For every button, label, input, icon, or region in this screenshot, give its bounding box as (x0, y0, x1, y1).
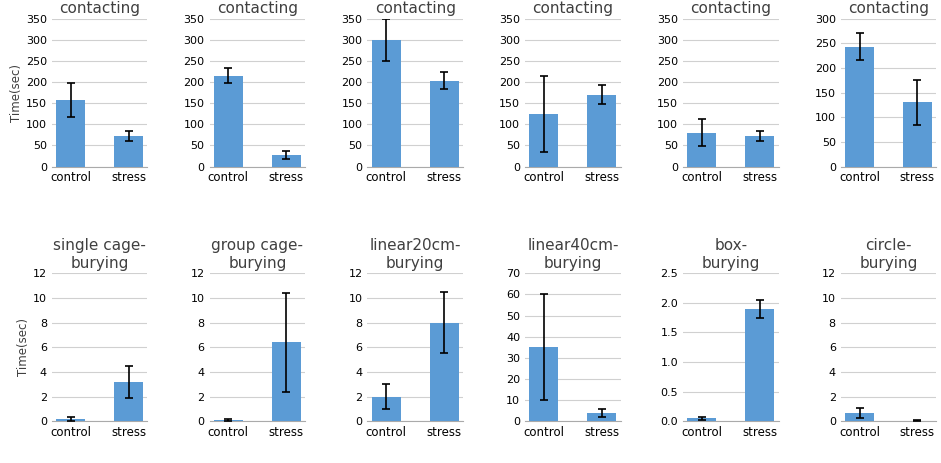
Title: linear40cm-
contacting: linear40cm- contacting (527, 0, 618, 16)
Title: group cage-
contacting: group cage- contacting (212, 0, 303, 16)
Title: circle-
burying: circle- burying (859, 238, 917, 271)
Bar (587, 94, 616, 167)
Title: box-
burying: box- burying (701, 238, 760, 271)
Bar (530, 114, 558, 167)
Bar (272, 155, 301, 167)
Title: single cage-
burying: single cage- burying (53, 238, 146, 271)
Bar (114, 136, 143, 167)
Bar (530, 347, 558, 421)
Title: circle-
contacting: circle- contacting (848, 0, 929, 16)
Bar (56, 419, 85, 421)
Bar (587, 413, 616, 421)
Title: linear40cm-
burying: linear40cm- burying (527, 238, 618, 271)
Bar (745, 309, 774, 421)
Title: linear20cm-
burying: linear20cm- burying (370, 238, 461, 271)
Bar (272, 342, 301, 421)
Bar (56, 100, 85, 167)
Bar (845, 413, 874, 421)
Bar (114, 382, 143, 421)
Bar (214, 75, 243, 167)
Bar (430, 81, 458, 167)
Y-axis label: Time(sec): Time(sec) (17, 318, 30, 376)
Bar (687, 419, 716, 421)
Title: box-
contacting: box- contacting (690, 0, 772, 16)
Bar (903, 102, 932, 167)
Bar (372, 40, 401, 167)
Bar (214, 420, 243, 421)
Title: group cage-
burying: group cage- burying (212, 238, 303, 271)
Title: linear20cm-
contacting: linear20cm- contacting (370, 0, 461, 16)
Y-axis label: Time(sec): Time(sec) (10, 63, 23, 122)
Bar (687, 133, 716, 167)
Bar (745, 136, 774, 167)
Bar (430, 323, 458, 421)
Title: single cage-
contacting: single cage- contacting (53, 0, 146, 16)
Bar (372, 397, 401, 421)
Bar (845, 47, 874, 167)
